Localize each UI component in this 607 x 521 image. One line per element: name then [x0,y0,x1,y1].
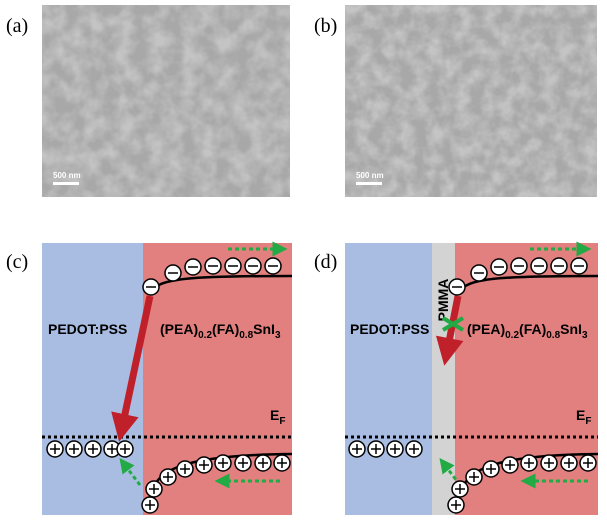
pmma-layer [432,243,455,515]
layer-label: (PEA)0.2(FA)0.8SnI3 [467,321,588,341]
scale-bar [53,182,79,185]
panel-label: (a) [6,15,28,37]
pedot-layer [42,243,143,515]
fermi-label: EF [576,407,591,427]
layer-label: PEDOT:PSS [48,321,127,337]
layer-label: PMMA [435,279,451,322]
block-cross [441,316,465,332]
layer-label: (PEA)0.2(FA)0.8SnI3 [160,321,281,341]
sem-texture [42,5,290,197]
sem-texture [345,5,597,197]
fermi-label: EF [270,407,285,427]
panel-label: (b) [314,15,337,37]
scale-label: 500 nm [356,171,384,180]
panel-label: (c) [6,251,28,273]
scale-bar [356,182,382,185]
layer-label: PEDOT:PSS [350,321,429,337]
electron-transfer-arrow [111,295,154,442]
pedot-layer [345,243,432,515]
scale-label: 500 nm [53,171,81,180]
hole-transfer-arrow [119,458,142,486]
panel-label: (d) [314,251,337,273]
hole-transfer-arrow [439,458,462,486]
